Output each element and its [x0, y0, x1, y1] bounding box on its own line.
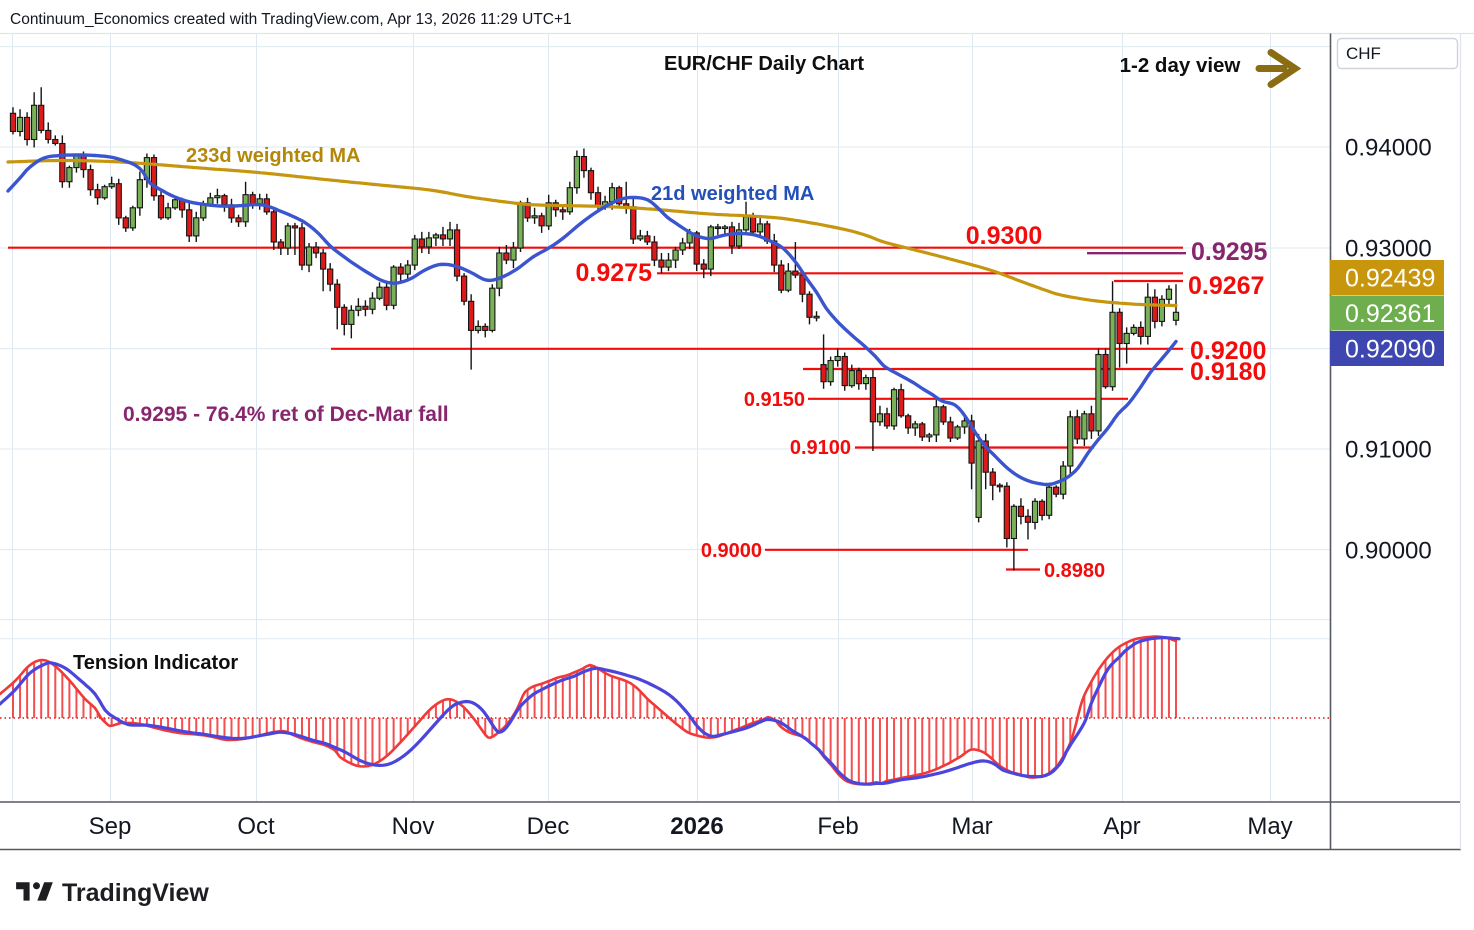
svg-text:0.92361: 0.92361 — [1345, 300, 1435, 328]
svg-text:0.9275: 0.9275 — [576, 259, 653, 287]
svg-text:1-2 day view: 1-2 day view — [1120, 54, 1241, 77]
svg-text:2026: 2026 — [670, 813, 723, 840]
svg-text:0.8980: 0.8980 — [1044, 560, 1105, 582]
svg-text:0.94000: 0.94000 — [1345, 135, 1432, 162]
svg-text:0.9295: 0.9295 — [1191, 238, 1268, 266]
svg-text:Apr: Apr — [1103, 813, 1140, 840]
svg-text:0.9150: 0.9150 — [744, 389, 805, 411]
svg-text:0.90000: 0.90000 — [1345, 538, 1432, 565]
svg-text:Mar: Mar — [951, 813, 992, 840]
svg-text:Dec: Dec — [527, 813, 570, 840]
svg-text:0.9300: 0.9300 — [966, 222, 1042, 250]
svg-text:Nov: Nov — [392, 813, 435, 840]
svg-text:CHF: CHF — [1346, 44, 1381, 63]
svg-text:Continuum_Economics created wi: Continuum_Economics created with Trading… — [10, 11, 572, 28]
svg-text:Sep: Sep — [89, 813, 132, 840]
svg-text:Tension Indicator: Tension Indicator — [73, 652, 238, 674]
svg-text:May: May — [1247, 813, 1292, 840]
svg-text:TradingView: TradingView — [62, 879, 209, 907]
svg-text:0.9180: 0.9180 — [1190, 358, 1266, 386]
svg-text:0.92439: 0.92439 — [1345, 265, 1435, 293]
svg-text:21d weighted MA: 21d weighted MA — [651, 183, 814, 205]
svg-text:0.92090: 0.92090 — [1345, 336, 1435, 364]
svg-text:0.9267: 0.9267 — [1188, 272, 1264, 300]
svg-text:0.91000: 0.91000 — [1345, 437, 1432, 464]
svg-text:0.9295 - 76.4% ret of Dec-Mar: 0.9295 - 76.4% ret of Dec-Mar fall — [123, 403, 449, 426]
svg-text:233d weighted MA: 233d weighted MA — [186, 145, 360, 167]
svg-text:0.9100: 0.9100 — [790, 437, 851, 459]
svg-text:0.9000: 0.9000 — [701, 540, 762, 562]
svg-text:Feb: Feb — [817, 813, 858, 840]
svg-text:EUR/CHF Daily Chart: EUR/CHF Daily Chart — [664, 53, 864, 75]
svg-text:0.9200: 0.9200 — [1190, 337, 1266, 365]
svg-text:0.93000: 0.93000 — [1345, 236, 1432, 263]
svg-text:Oct: Oct — [237, 813, 275, 840]
